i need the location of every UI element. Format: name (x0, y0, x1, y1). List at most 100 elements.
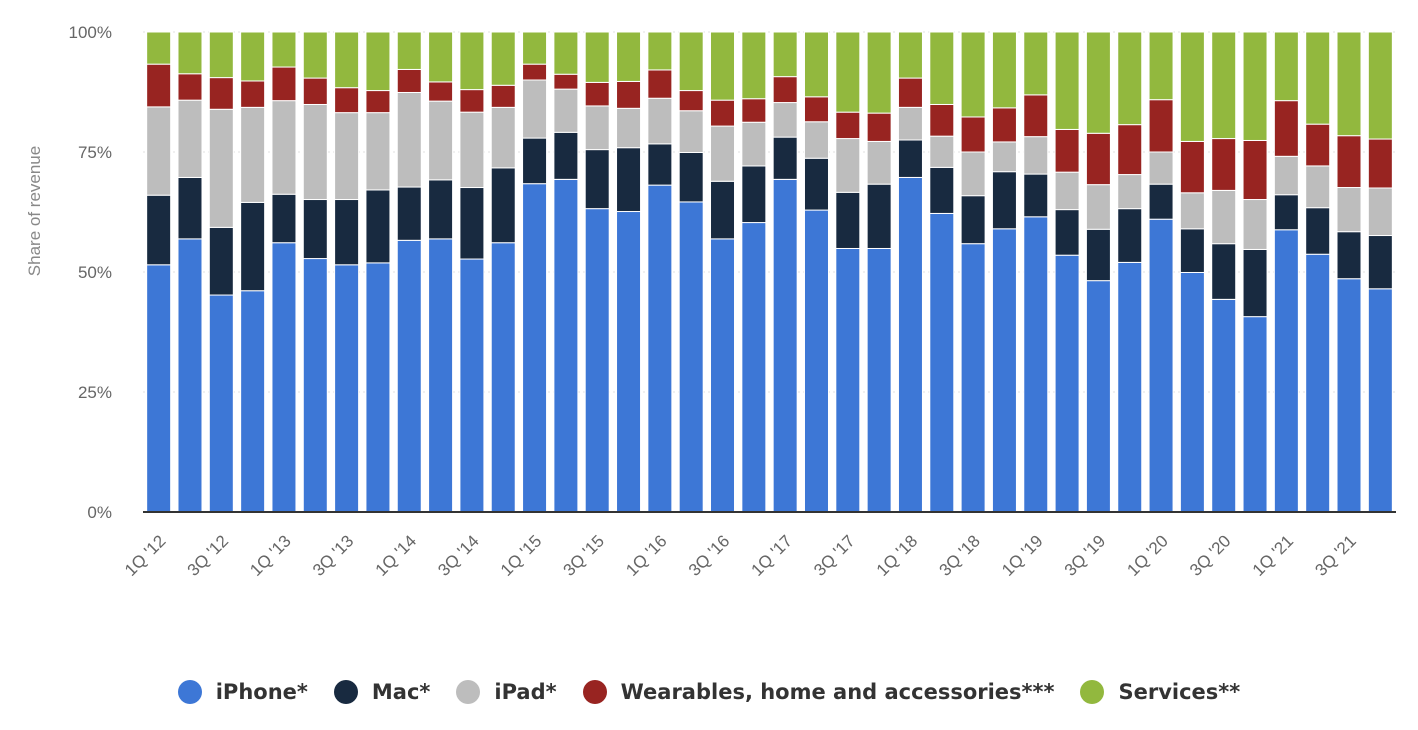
bar-segment (1211, 31, 1237, 140)
bar-segment (240, 106, 266, 203)
bar-segment (678, 201, 704, 513)
bar-stack (553, 31, 579, 513)
legend-swatch (333, 680, 358, 704)
legend-item[interactable]: Mac* (333, 680, 430, 704)
bar-segment (553, 73, 579, 90)
bar-segment (616, 107, 642, 149)
bar-segment (522, 137, 548, 185)
legend-label: iPhone* (215, 680, 308, 704)
bar-segment (334, 112, 360, 201)
x-tick-label: 1Q '13 (246, 531, 294, 579)
bar-segment (365, 90, 391, 114)
bar-segment (678, 31, 704, 92)
bar-stack (710, 31, 736, 513)
bar-segment (929, 166, 955, 214)
bar-segment (365, 112, 391, 191)
bar-segment (991, 141, 1017, 173)
bar-segment (1054, 31, 1080, 130)
bar-stack (334, 31, 360, 513)
bar-segment (553, 88, 579, 133)
bar-segment (710, 125, 736, 182)
bar-segment (897, 31, 923, 79)
y-tick-label: 75% (78, 143, 112, 162)
legend-swatch (456, 680, 481, 704)
bar-stack (929, 31, 955, 513)
bar-segment (1211, 189, 1237, 245)
bar-segment (897, 139, 923, 178)
bar-stack (772, 31, 798, 513)
bar-segment (428, 100, 454, 181)
x-tick-label: 1Q '16 (622, 531, 670, 579)
bar-segment (1211, 298, 1237, 513)
bar-segment (835, 191, 861, 249)
bar-stack (1054, 31, 1080, 513)
bar-segment (866, 140, 892, 185)
bar-segment (1242, 199, 1268, 250)
bar-segment (803, 157, 829, 211)
bar-segment (428, 179, 454, 240)
bar-stack (1336, 31, 1362, 513)
bar-segment (1242, 316, 1268, 513)
bar-segment (710, 99, 736, 127)
bar-segment (866, 183, 892, 249)
bar-segment (1117, 31, 1143, 126)
bar-segment (835, 31, 861, 113)
bar-segment (1054, 209, 1080, 256)
x-tick-label: 3Q '14 (434, 531, 482, 579)
bar-segment (146, 194, 172, 266)
x-tick-label: 1Q '20 (1123, 531, 1171, 579)
bar-segment (146, 31, 172, 65)
bar-segment (396, 31, 422, 70)
bar-stack (177, 31, 203, 513)
bar-segment (271, 100, 297, 195)
bar-segment (772, 76, 798, 104)
bar-segment (1148, 151, 1174, 185)
bar-segment (1305, 165, 1331, 209)
bar-segment (208, 108, 234, 228)
bar-segment (1179, 192, 1205, 230)
bar-segment (1336, 278, 1362, 513)
legend-item[interactable]: iPhone* (177, 680, 308, 704)
bar-segment (302, 103, 328, 201)
stacked-bar-chart: 0% 25% 50% 75% 100% Share of revenue 1Q '12 3… (25, 23, 1396, 580)
legend-label: Wearables, home and accessories*** (620, 680, 1055, 704)
bar-segment (647, 69, 673, 99)
bar-segment (1148, 31, 1174, 101)
legend-item[interactable]: Wearables, home and accessories*** (582, 680, 1055, 704)
bar-segment (1273, 100, 1299, 157)
bar-stack (866, 31, 892, 513)
bar-segment (553, 178, 579, 513)
bar-stack (428, 31, 454, 513)
bar-segment (1085, 280, 1111, 513)
x-tick-label: 3Q '21 (1311, 531, 1359, 579)
bar-segment (459, 187, 485, 260)
bar-segment (1085, 31, 1111, 134)
bar-segment (1242, 139, 1268, 201)
bar-segment (1367, 235, 1393, 290)
y-axis-label: Share of revenue (25, 146, 44, 276)
bar-segment (459, 111, 485, 189)
bar-stack (1242, 31, 1268, 513)
bar-segment (1305, 253, 1331, 513)
bar-segment (1305, 207, 1331, 255)
bar-segment (960, 195, 986, 245)
y-tick-label: 50% (78, 263, 112, 282)
bar-stack (741, 31, 767, 513)
legend-item[interactable]: Services** (1080, 680, 1240, 704)
legend-item[interactable]: iPad* (456, 680, 557, 704)
bar-segment (991, 107, 1017, 143)
bar-stack (490, 31, 516, 513)
bar-segment (365, 189, 391, 264)
bar-stack (1305, 31, 1331, 513)
bar-segment (334, 31, 360, 89)
y-tick-label: 25% (78, 383, 112, 402)
bar-segment (1117, 174, 1143, 210)
bar-stack (522, 31, 548, 513)
bar-segment (1023, 173, 1049, 218)
bar-segment (459, 258, 485, 513)
bar-segment (803, 96, 829, 123)
bar-segment (490, 167, 516, 244)
bar-stack (240, 31, 266, 513)
bar-segment (365, 31, 391, 92)
bar-segment (678, 151, 704, 203)
